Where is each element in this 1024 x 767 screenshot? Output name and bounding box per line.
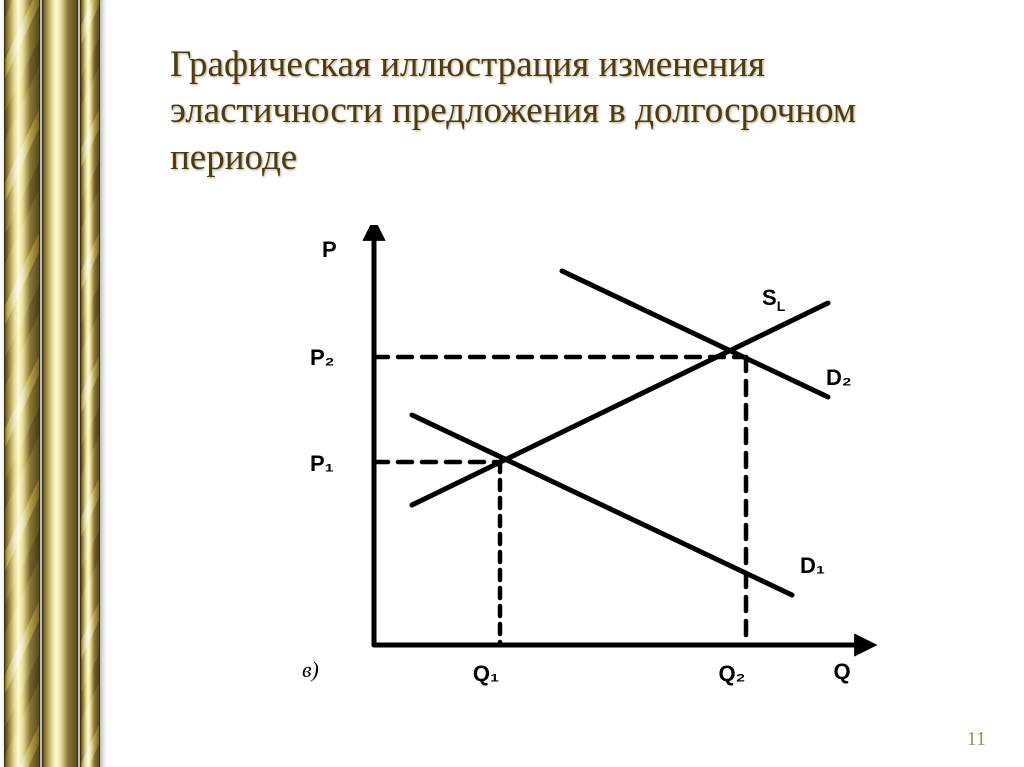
- supply-elasticity-chart: P Q P₁ P₂ Q₁ Q₂ SL D₁ D₂ в): [262, 225, 892, 705]
- decorative-border: [0, 0, 110, 767]
- slide: Графическая иллюстрация изменения эласти…: [0, 0, 1024, 767]
- svg-text:Q₁: Q₁: [473, 661, 499, 686]
- panel-label: в): [302, 657, 319, 682]
- demand-line-1: [412, 415, 792, 595]
- gold-column: [42, 0, 78, 767]
- slide-title: Графическая иллюстрация изменения эласти…: [170, 42, 964, 181]
- gold-column: [4, 0, 40, 767]
- label-D2: D₂: [826, 365, 852, 390]
- svg-text:Q₂: Q₂: [719, 661, 746, 686]
- page-number: 11: [967, 728, 986, 751]
- svg-text:P₂: P₂: [310, 345, 334, 370]
- svg-text:Q: Q: [833, 659, 850, 684]
- gold-column: [80, 0, 100, 767]
- demand-line-2: [562, 271, 828, 397]
- supply-line: [412, 303, 828, 505]
- label-D1: D₁: [800, 553, 825, 578]
- chart-svg: P Q P₁ P₂ Q₁ Q₂ SL D₁ D₂ в): [262, 225, 892, 705]
- svg-text:P₁: P₁: [310, 451, 334, 476]
- svg-text:P: P: [322, 237, 337, 262]
- label-SL: SL: [762, 285, 786, 314]
